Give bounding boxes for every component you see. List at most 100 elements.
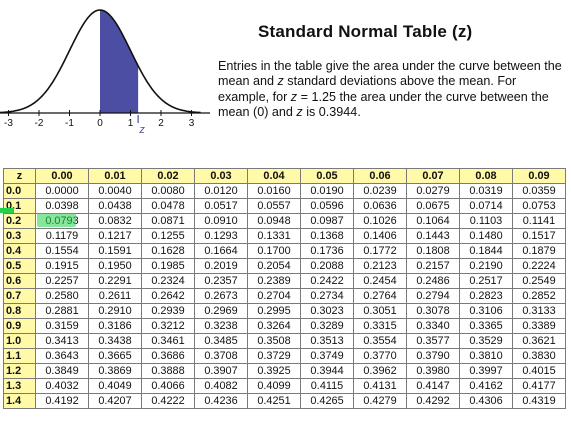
table-cell: 0.1664 [194, 243, 248, 259]
table-cell: 0.3980 [406, 363, 460, 379]
table-cell: 0.2611 [88, 288, 142, 304]
table-cell: 0.3708 [194, 348, 248, 364]
table-cell: 0.3365 [459, 318, 513, 334]
table-cell: 0.4066 [141, 378, 195, 394]
table-cell: 0.4131 [353, 378, 407, 394]
table-cell: 0.4207 [88, 393, 142, 409]
table-cell: 0.0438 [88, 198, 142, 214]
table-cell: 0.1736 [300, 243, 354, 259]
table-cell: 0.3159 [35, 318, 89, 334]
table-row: 1.2 0.3849 0.3869 0.3888 0.3907 0.3925 0.3944 0… [3, 363, 566, 379]
table-cell: 0.2291 [88, 273, 142, 289]
table-cell: 0.1985 [141, 258, 195, 274]
table-cell: 0.2734 [300, 288, 354, 304]
table-cell: 0.1591 [88, 243, 142, 259]
row-header: 0.8 [3, 303, 36, 319]
table-cell: 0.4049 [88, 378, 142, 394]
table-cell: 0.3133 [512, 303, 566, 319]
table-cell: 0.2852 [512, 288, 566, 304]
table-cell: 0.1255 [141, 228, 195, 244]
row-header: 0.5 [3, 258, 36, 274]
table-cell: 0.0636 [353, 198, 407, 214]
table-row: 0.8 0.2881 0.2910 0.2939 0.2969 0.2995 0.3023 0… [3, 303, 566, 319]
description-text: is 0.3944. [302, 105, 361, 120]
table-cell: 0.3729 [247, 348, 301, 364]
description-text: standard deviations above the mean. For … [218, 74, 517, 104]
table-cell: 0.0080 [141, 183, 195, 199]
table-cell: 0.3849 [35, 363, 89, 379]
table-cell: 0.2969 [194, 303, 248, 319]
shaded-area [100, 10, 139, 113]
table-cell: 0.2088 [300, 258, 354, 274]
z-variable: z [296, 105, 303, 120]
z-variable: z [290, 89, 298, 104]
table-cell: 0.3749 [300, 348, 354, 364]
row-header: 0.4 [3, 243, 36, 259]
table-cell: 0.4099 [247, 378, 301, 394]
table-cell: 0.1331 [247, 228, 301, 244]
table-cell: 0.4306 [459, 393, 513, 409]
column-header: 0.06 [353, 168, 407, 184]
z-variable: z [277, 74, 284, 89]
table-cell: 0.1443 [406, 228, 460, 244]
table-cell: 0.1772 [353, 243, 407, 259]
table-cell: 0.2939 [141, 303, 195, 319]
table-cell: 0.2881 [35, 303, 89, 319]
table-cell: 0.1406 [353, 228, 407, 244]
table-cell: 0.2910 [88, 303, 142, 319]
table-cell: 0.4319 [512, 393, 566, 409]
table-cell: 0.1517 [512, 228, 566, 244]
tick-label: 3 [189, 118, 195, 129]
table-cell: 0.2019 [194, 258, 248, 274]
row-header: 1.3 [3, 378, 36, 394]
table-cell: 0.0832 [88, 213, 142, 229]
table-cell: 0.3962 [353, 363, 407, 379]
normal-curve [0, 9, 201, 114]
table-cell: 0.3869 [88, 363, 142, 379]
highlight-marker [0, 208, 14, 213]
table-row: 0.1 0.0398 0.0438 0.0478 0.0517 0.0557 0.0596 0… [3, 198, 566, 214]
table-cell: 0.4177 [512, 378, 566, 394]
row-header: 0.6 [3, 273, 36, 289]
table-cell: 0.2517 [459, 273, 513, 289]
table-cell: 0.3340 [406, 318, 460, 334]
description-text: = 1.25 the area under the curve between … [218, 89, 549, 120]
table-cell: 0.2257 [35, 273, 89, 289]
table-row: 1.3 0.4032 0.4049 0.4066 0.4082 0.4099 0.4115 0… [3, 378, 566, 394]
table-cell: 0.2549 [512, 273, 566, 289]
table-cell: 0.1293 [194, 228, 248, 244]
table-cell: 0.3212 [141, 318, 195, 334]
table-cell: 0.3621 [512, 333, 566, 349]
table-cell: 0.0948 [247, 213, 301, 229]
table-cell: 0.4292 [406, 393, 460, 409]
table-cell: 0.2157 [406, 258, 460, 274]
table-cell: 0.2389 [247, 273, 301, 289]
table-cell: 0.3513 [300, 333, 354, 349]
table-cell: 0.0120 [194, 183, 248, 199]
row-header: 0.3 [3, 228, 36, 244]
table-cell: 0.3389 [512, 318, 566, 334]
table-cell: 0.3051 [353, 303, 407, 319]
row-header: 0.0 [3, 183, 36, 199]
table-cell: 0.0714 [459, 198, 513, 214]
table-cell: 0.1480 [459, 228, 513, 244]
table-cell: 0.4147 [406, 378, 460, 394]
column-header: 0.07 [406, 168, 460, 184]
table-cell: 0.2764 [353, 288, 407, 304]
table-cell: 0.3485 [194, 333, 248, 349]
table-cell: 0.2324 [141, 273, 195, 289]
table-cell: 0.3888 [141, 363, 195, 379]
table-cell: 0.2054 [247, 258, 301, 274]
table-cell: 0.2224 [512, 258, 566, 274]
row-header: 1.0 [3, 333, 36, 349]
table-cell: 0.0596 [300, 198, 354, 214]
tick-label: -3 [4, 118, 13, 129]
column-header: 0.08 [459, 168, 513, 184]
table-cell: 0.0398 [35, 198, 89, 214]
table-cell: 0.2357 [194, 273, 248, 289]
table-cell: 0.3529 [459, 333, 513, 349]
table-cell: 0.3810 [459, 348, 513, 364]
table-cell: 0.3997 [459, 363, 513, 379]
table-cell: 0.0279 [406, 183, 460, 199]
table-cell: 0.4162 [459, 378, 513, 394]
